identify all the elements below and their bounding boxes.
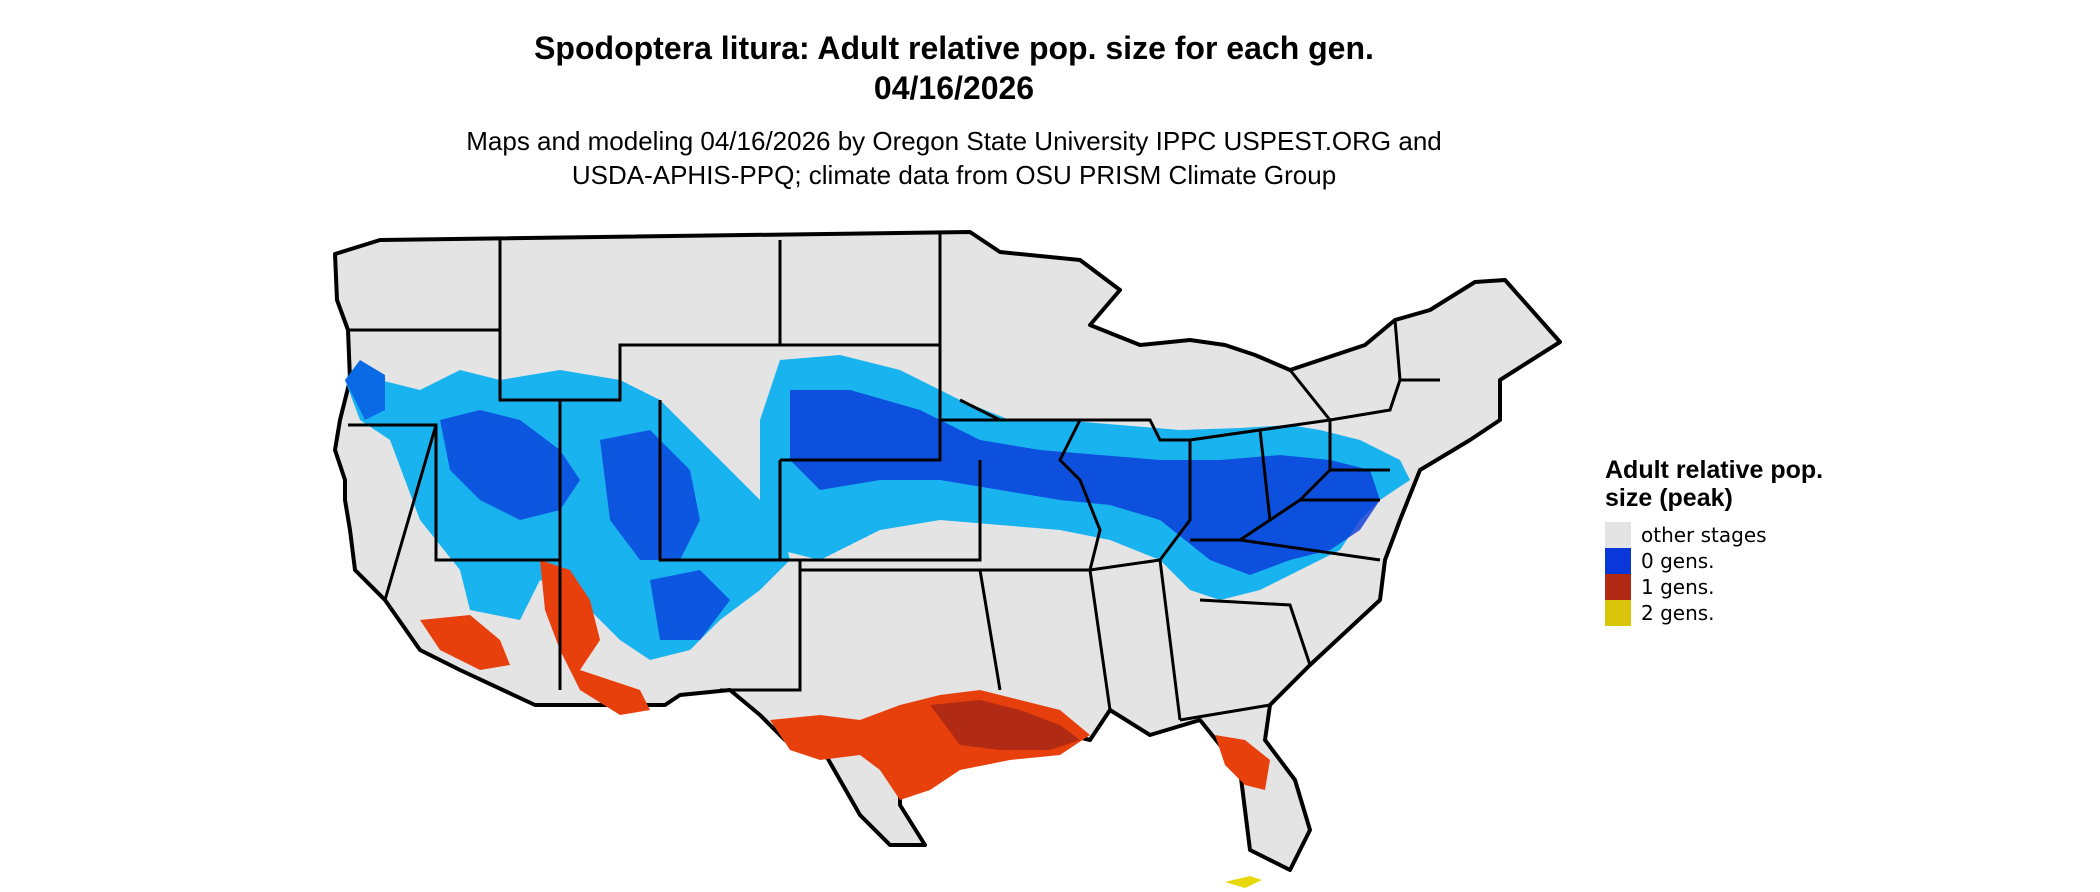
legend-swatch-1-gens <box>1605 574 1631 600</box>
subtitle-line-1: Maps and modeling 04/16/2026 by Oregon S… <box>466 126 1442 156</box>
zone-1-gens-sw <box>420 560 650 715</box>
us-map <box>333 230 1562 888</box>
zone-2-gens-keys <box>1225 876 1262 888</box>
legend-item-0-gens: 0 gens. <box>1605 548 1865 574</box>
title-line-2: 04/16/2026 <box>873 70 1035 106</box>
map-subtitle: Maps and modeling 04/16/2026 by Oregon S… <box>0 124 1908 192</box>
legend-swatch-2-gens <box>1605 600 1631 626</box>
zone-0-gens-central-core <box>790 390 1380 575</box>
zone-0-gens-nw <box>345 360 385 420</box>
zone-0-gens-west-core <box>440 410 730 640</box>
legend: Adult relative pop. size (peak) other st… <box>1605 456 1865 626</box>
map-title: Spodoptera litura: Adult relative pop. s… <box>0 28 1908 108</box>
legend-title: Adult relative pop. size (peak) <box>1605 456 1824 512</box>
state-borders <box>348 232 1440 722</box>
subtitle-line-2: USDA-APHIS-PPQ; climate data from OSU PR… <box>571 160 1337 190</box>
title-line-1: Spodoptera litura: Adult relative pop. s… <box>534 30 1374 66</box>
legend-label-1-gens: 1 gens. <box>1641 575 1715 599</box>
legend-item-2-gens: 2 gens. <box>1605 600 1865 626</box>
legend-swatch-other-stages <box>1605 522 1631 548</box>
zone-1-gens-florida <box>1215 735 1270 790</box>
legend-item-1-gens: 1 gens. <box>1605 574 1865 600</box>
legend-label-0-gens: 0 gens. <box>1641 549 1715 573</box>
legend-label-other-stages: other stages <box>1641 523 1767 547</box>
zone-1-gens-gulf-core <box>930 700 1080 750</box>
legend-label-2-gens: 2 gens. <box>1641 601 1715 625</box>
legend-item-other-stages: other stages <box>1605 522 1865 548</box>
legend-swatch-0-gens <box>1605 548 1631 574</box>
legend-items: other stages 0 gens. 1 gens. 2 gens. <box>1605 522 1865 626</box>
